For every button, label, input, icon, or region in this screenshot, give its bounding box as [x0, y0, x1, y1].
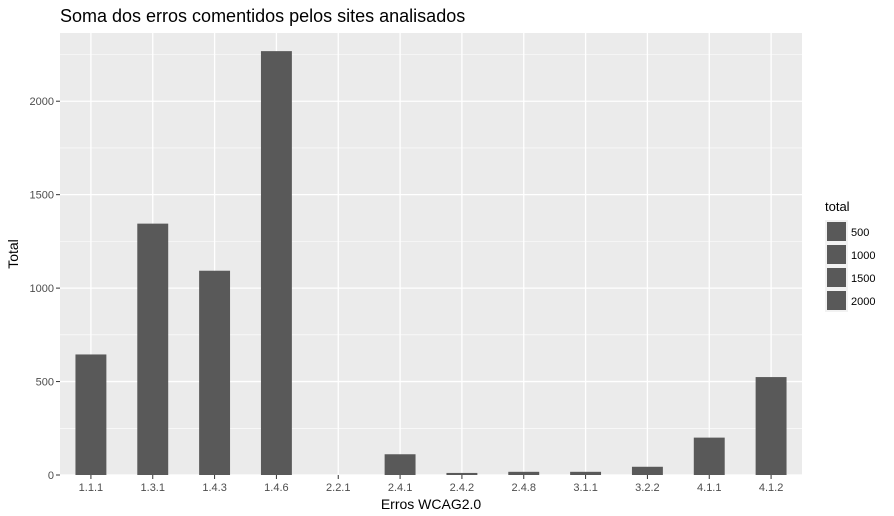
- legend-title: total: [825, 199, 850, 214]
- x-tick-label: 1.3.1: [141, 482, 165, 494]
- legend-key: [827, 268, 846, 287]
- y-tick-label: 2000: [30, 96, 54, 108]
- y-tick-label: 500: [36, 377, 54, 389]
- legend-label: 1000: [851, 250, 875, 262]
- legend: total 500 1000 1500 2000: [825, 199, 875, 312]
- y-tick-label: 1000: [30, 283, 54, 295]
- chart-title: Soma dos erros comentidos pelos sites an…: [60, 6, 465, 26]
- legend-label: 500: [851, 227, 869, 239]
- y-axis-title: Total: [5, 239, 21, 269]
- bars: [75, 51, 787, 475]
- bar: [137, 223, 169, 475]
- x-tick-label: 2.2.1: [326, 482, 350, 494]
- plot-panel: [60, 33, 802, 475]
- x-tick-label: 2.4.1: [388, 482, 412, 494]
- x-tick-label: 1.4.3: [202, 482, 226, 494]
- x-tick-label: 3.2.2: [635, 482, 659, 494]
- y-axis-ticks: 0 500 1000 1500 2000: [30, 96, 60, 482]
- y-tick-label: 1500: [30, 190, 54, 202]
- bar: [508, 471, 540, 475]
- x-axis-title: Erros WCAG2.0: [381, 496, 482, 512]
- bar: [570, 471, 602, 475]
- bar: [260, 51, 292, 475]
- x-tick-label: 1.1.1: [79, 482, 103, 494]
- bar: [384, 454, 416, 475]
- x-tick-label: 3.1.1: [573, 482, 597, 494]
- legend-label: 1500: [851, 273, 875, 285]
- legend-key: [827, 245, 846, 264]
- bar: [631, 466, 663, 475]
- legend-key: [827, 222, 846, 241]
- bar: [75, 354, 107, 475]
- y-tick-label: 0: [48, 470, 54, 482]
- x-tick-label: 1.4.6: [264, 482, 288, 494]
- x-tick-label: 2.4.8: [512, 482, 536, 494]
- legend-key: [827, 291, 846, 310]
- bar: [446, 472, 478, 475]
- bar: [755, 377, 787, 475]
- x-tick-label: 4.1.1: [697, 482, 721, 494]
- legend-label: 2000: [851, 296, 875, 308]
- bar: [199, 270, 231, 475]
- x-tick-label: 4.1.2: [759, 482, 783, 494]
- x-axis-ticks: 1.1.1 1.3.1 1.4.3 1.4.6 2.2.1 2.4.1 2.4.2 2.4.8…: [79, 475, 783, 494]
- x-tick-label: 2.4.2: [450, 482, 474, 494]
- bar: [693, 437, 725, 475]
